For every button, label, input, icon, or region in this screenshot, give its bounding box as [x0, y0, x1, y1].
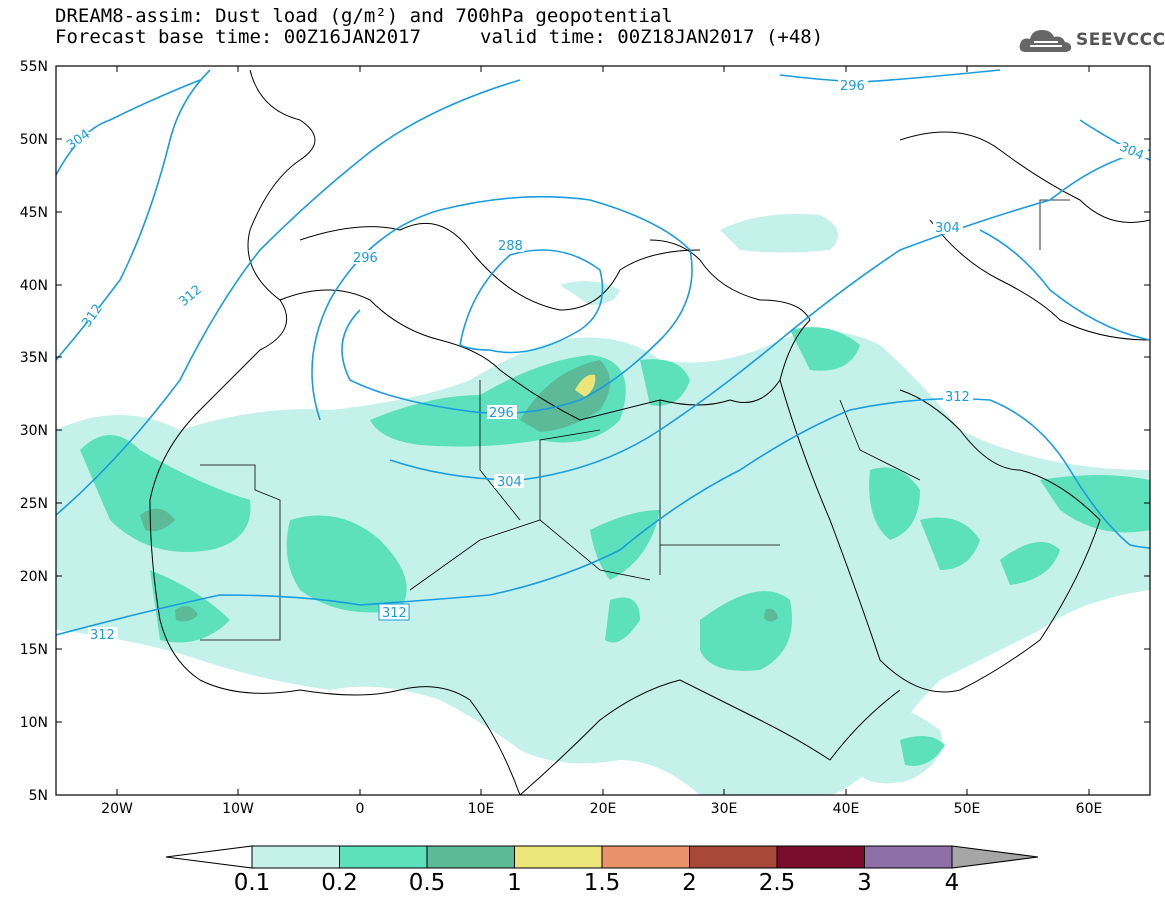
lat-label: 15N: [20, 642, 48, 658]
lat-label: 20N: [20, 569, 48, 585]
colorbar-swatch: [251, 845, 340, 869]
lat-label: 50N: [20, 132, 48, 148]
contour-label: 312: [382, 606, 407, 621]
colorbar-label: 2.5: [758, 870, 796, 896]
lon-label: 20W: [101, 801, 133, 817]
colorbar-swatch: [601, 845, 690, 869]
contour-label: 288: [498, 239, 523, 254]
lat-label: 30N: [20, 423, 48, 439]
map-panel: 304 312 312 296 288 296 304 312 312 296 …: [20, 59, 1151, 817]
latitude-labels: 55N 50N 45N 40N 35N 30N 25N 20N 15N 10N …: [20, 59, 48, 804]
cloud-icon: [1019, 30, 1072, 52]
lon-label: 20E: [590, 801, 617, 817]
contour-label: 312: [90, 628, 115, 643]
lon-label: 0: [356, 801, 365, 817]
lat-label: 5N: [29, 788, 48, 804]
colorbar: [165, 845, 1039, 869]
colorbar-label: 1.5: [583, 870, 621, 896]
lon-label: 10W: [222, 801, 254, 817]
colorbar-swatch: [776, 845, 865, 869]
colorbar-label: 0.5: [408, 870, 446, 896]
contour-label: 296: [489, 406, 514, 421]
contour-label: 304: [497, 475, 522, 490]
valid-time: valid time: 00Z18JAN2017 (+48): [480, 26, 824, 48]
lat-label: 55N: [20, 59, 48, 75]
contour-labels: 304 312 312 296 288 296 304 312 312 296 …: [64, 78, 1148, 643]
lon-label: 30E: [711, 801, 738, 817]
contour-label: 304: [935, 221, 960, 236]
seevccc-logo: SEEVCCC: [1018, 24, 1165, 58]
lat-label: 10N: [20, 715, 48, 731]
colorbar-label: 1: [507, 870, 522, 896]
coastlines: [149, 69, 1150, 795]
lon-label: 40E: [833, 801, 860, 817]
contour-label: 312: [945, 390, 970, 405]
map-title: DREAM8-assim: Dust load (g/m²) and 700hP…: [55, 5, 673, 27]
lat-label: 25N: [20, 496, 48, 512]
colorbar-swatch: [514, 845, 603, 869]
contour-label: 296: [840, 79, 865, 94]
colorbar-swatch: [339, 845, 428, 869]
colorbar-label: 3: [857, 870, 872, 896]
colorbar-swatch: [864, 845, 953, 869]
colorbar-label: 4: [944, 870, 960, 896]
lat-label: 45N: [20, 205, 48, 221]
lon-label: 10E: [468, 801, 495, 817]
lat-label: 35N: [20, 350, 48, 366]
colorbar-label: 2: [682, 870, 697, 896]
contour-label: 296: [353, 251, 378, 266]
logo-text: SEEVCCC: [1076, 30, 1165, 50]
colorbar-swatch: [689, 845, 778, 869]
country-borders: [200, 199, 1070, 641]
longitude-labels: 20W 10W 0 10E 20E 30E 40E 50E 60E: [101, 801, 1102, 817]
lat-label: 40N: [20, 278, 48, 294]
colorbar-low-arrow: [165, 845, 253, 869]
colorbar-high-arrow: [951, 845, 1039, 869]
lon-label: 50E: [954, 801, 981, 817]
colorbar-label: 0.1: [233, 870, 271, 896]
colorbar-label: 0.2: [321, 870, 358, 896]
dust-peak-area: [575, 374, 596, 397]
forecast-base-time: Forecast base time: 00Z16JAN2017: [55, 26, 422, 48]
colorbar-swatch: [426, 845, 515, 869]
axis-ticks: [56, 65, 1150, 795]
lon-label: 60E: [1076, 801, 1103, 817]
